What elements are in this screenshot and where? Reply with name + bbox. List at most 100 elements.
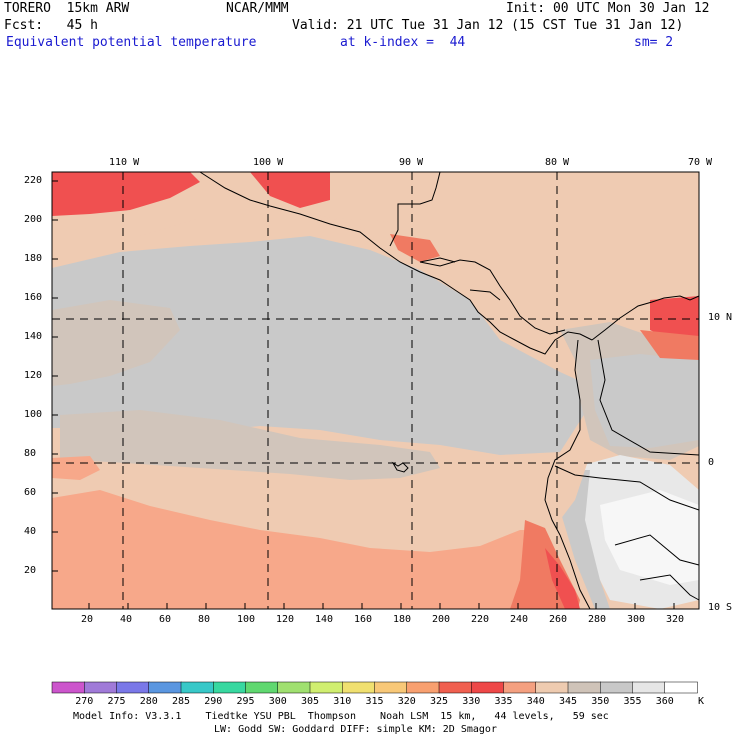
bottom-axis-label: 60 [159, 614, 172, 625]
coastline-mexico-central-america [199, 171, 593, 355]
colorbar-label: 275 [107, 696, 126, 707]
model-info-line1: Model Info: V3.3.1 Tiedtke YSU PBL Thomp… [73, 711, 609, 722]
colorbar-swatch [438, 681, 472, 694]
lon-label-90w: 90 W [399, 157, 424, 168]
colorbar-swatch [374, 681, 408, 694]
colorbar-swatch [180, 681, 214, 694]
coastlines [199, 171, 700, 610]
field-region-330-venezuela [650, 296, 699, 340]
field-region-340-sw [52, 456, 100, 480]
bottom-axis-label: 140 [315, 614, 334, 625]
left-axis-label: 220 [24, 175, 43, 186]
field-band-340-north [52, 172, 460, 300]
bottom-axis-label: 200 [432, 614, 451, 625]
level-label: at k-index = 44 [340, 35, 466, 50]
field-region-335-guatemala [390, 234, 440, 262]
smoothing-label: sm= 2 [634, 35, 674, 50]
field-region-350-west [52, 300, 180, 386]
colorbar-swatch [342, 681, 376, 694]
colorbar-swatch [84, 681, 118, 694]
map-frame [51, 171, 700, 610]
bottom-axis-label: 240 [510, 614, 529, 625]
colorbar-swatch [309, 681, 343, 694]
colorbar-swatch [503, 681, 537, 694]
colorbar-label: 350 [591, 696, 610, 707]
lon-label-70w: 70 W [688, 157, 713, 168]
border-peru-brazil [614, 534, 700, 566]
bottom-axis-label: 220 [471, 614, 490, 625]
field-region-355-east [590, 354, 699, 448]
init-time: Init: 00 UTC Mon 30 Jan 12 [506, 1, 710, 16]
lat-label-0: 0 [708, 457, 715, 468]
coastline-yucatan-caribbean [389, 171, 441, 247]
forecast-hour: Fcst: 45 h [4, 18, 98, 33]
bottom-axis-label: 100 [237, 614, 256, 625]
colorbar-swatch [116, 681, 150, 694]
lon-label-100w: 100 W [253, 157, 284, 168]
lon-label-110w: 110 W [109, 157, 140, 168]
lat-label-10s: 10 S [708, 602, 733, 613]
colorbar-swatch [213, 681, 247, 694]
border-nicaragua [469, 289, 501, 301]
lat-label-10n: 10 N [708, 312, 733, 323]
colorbar-label: 300 [268, 696, 287, 707]
field-region-330-mexico [250, 172, 330, 208]
left-axis-label: 20 [24, 565, 37, 576]
colorbar-label: 345 [559, 696, 578, 707]
colorbar-swatch [600, 681, 634, 694]
colorbar-swatch [245, 681, 279, 694]
colorbar-label: 270 [75, 696, 94, 707]
left-axis-label: 60 [24, 487, 37, 498]
colorbar-label: 295 [236, 696, 255, 707]
bottom-axis-label: 80 [198, 614, 211, 625]
valid-time: Valid: 21 UTC Tue 31 Jan 12 (15 CST Tue … [292, 18, 684, 33]
field-region-345-ecuador [548, 455, 590, 520]
colorbar-swatch [406, 681, 440, 694]
left-axis-label: 100 [24, 409, 43, 420]
colorbar-label: 315 [365, 696, 384, 707]
lat-lon-grid [52, 172, 699, 609]
left-axis-label: 140 [24, 331, 43, 342]
field-region-365-amazon [600, 490, 699, 585]
center-label: NCAR/MMM [226, 1, 289, 16]
left-ticks [52, 180, 58, 572]
colorbar-label: 335 [494, 696, 513, 707]
colorbar-swatch [567, 681, 601, 694]
colorbar-label: 310 [333, 696, 352, 707]
field-region-330-peru-coast [545, 548, 580, 609]
colorbar-label: 325 [430, 696, 449, 707]
colorbar-swatch [471, 681, 505, 694]
bottom-axis-label: 260 [549, 614, 568, 625]
colorbar-unit: K [698, 696, 705, 707]
border-colombia-venezuela [597, 339, 700, 456]
bottom-axis-label: 40 [120, 614, 133, 625]
colorbar-label: 355 [623, 696, 642, 707]
colorbar [51, 681, 698, 694]
bottom-axis-label: 160 [354, 614, 373, 625]
border-ecuador-peru [554, 465, 700, 511]
colorbar-label: 280 [139, 696, 158, 707]
colorbar-swatch [277, 681, 311, 694]
model-title: TORERO 15km ARW [4, 1, 130, 16]
colorbar-label: 285 [172, 696, 191, 707]
left-axis-label: 200 [24, 214, 43, 225]
field-name: Equivalent potential temperature [6, 35, 257, 50]
bottom-axis-label: 280 [588, 614, 607, 625]
field-region-330-nw-corner [52, 172, 200, 216]
model-info-line2: LW: Godd SW: Goddard DIFF: simple KM: 2D… [214, 724, 497, 735]
left-axis-label: 160 [24, 292, 43, 303]
colorbar-label: 340 [526, 696, 545, 707]
bottom-axis-label: 300 [627, 614, 646, 625]
border-guatemala-honduras [419, 257, 456, 263]
lon-label-80w: 80 W [545, 157, 570, 168]
colorbar-label: 320 [397, 696, 416, 707]
equivalent-potential-temperature-field [52, 172, 699, 609]
left-axis-label: 40 [24, 526, 37, 537]
left-axis-label: 80 [24, 448, 37, 459]
colorbar-label: 360 [655, 696, 674, 707]
bottom-axis-label: 20 [81, 614, 94, 625]
field-region-355-central [52, 236, 600, 455]
coastline-south-america-north [591, 295, 700, 341]
colorbar-swatch [664, 681, 698, 694]
